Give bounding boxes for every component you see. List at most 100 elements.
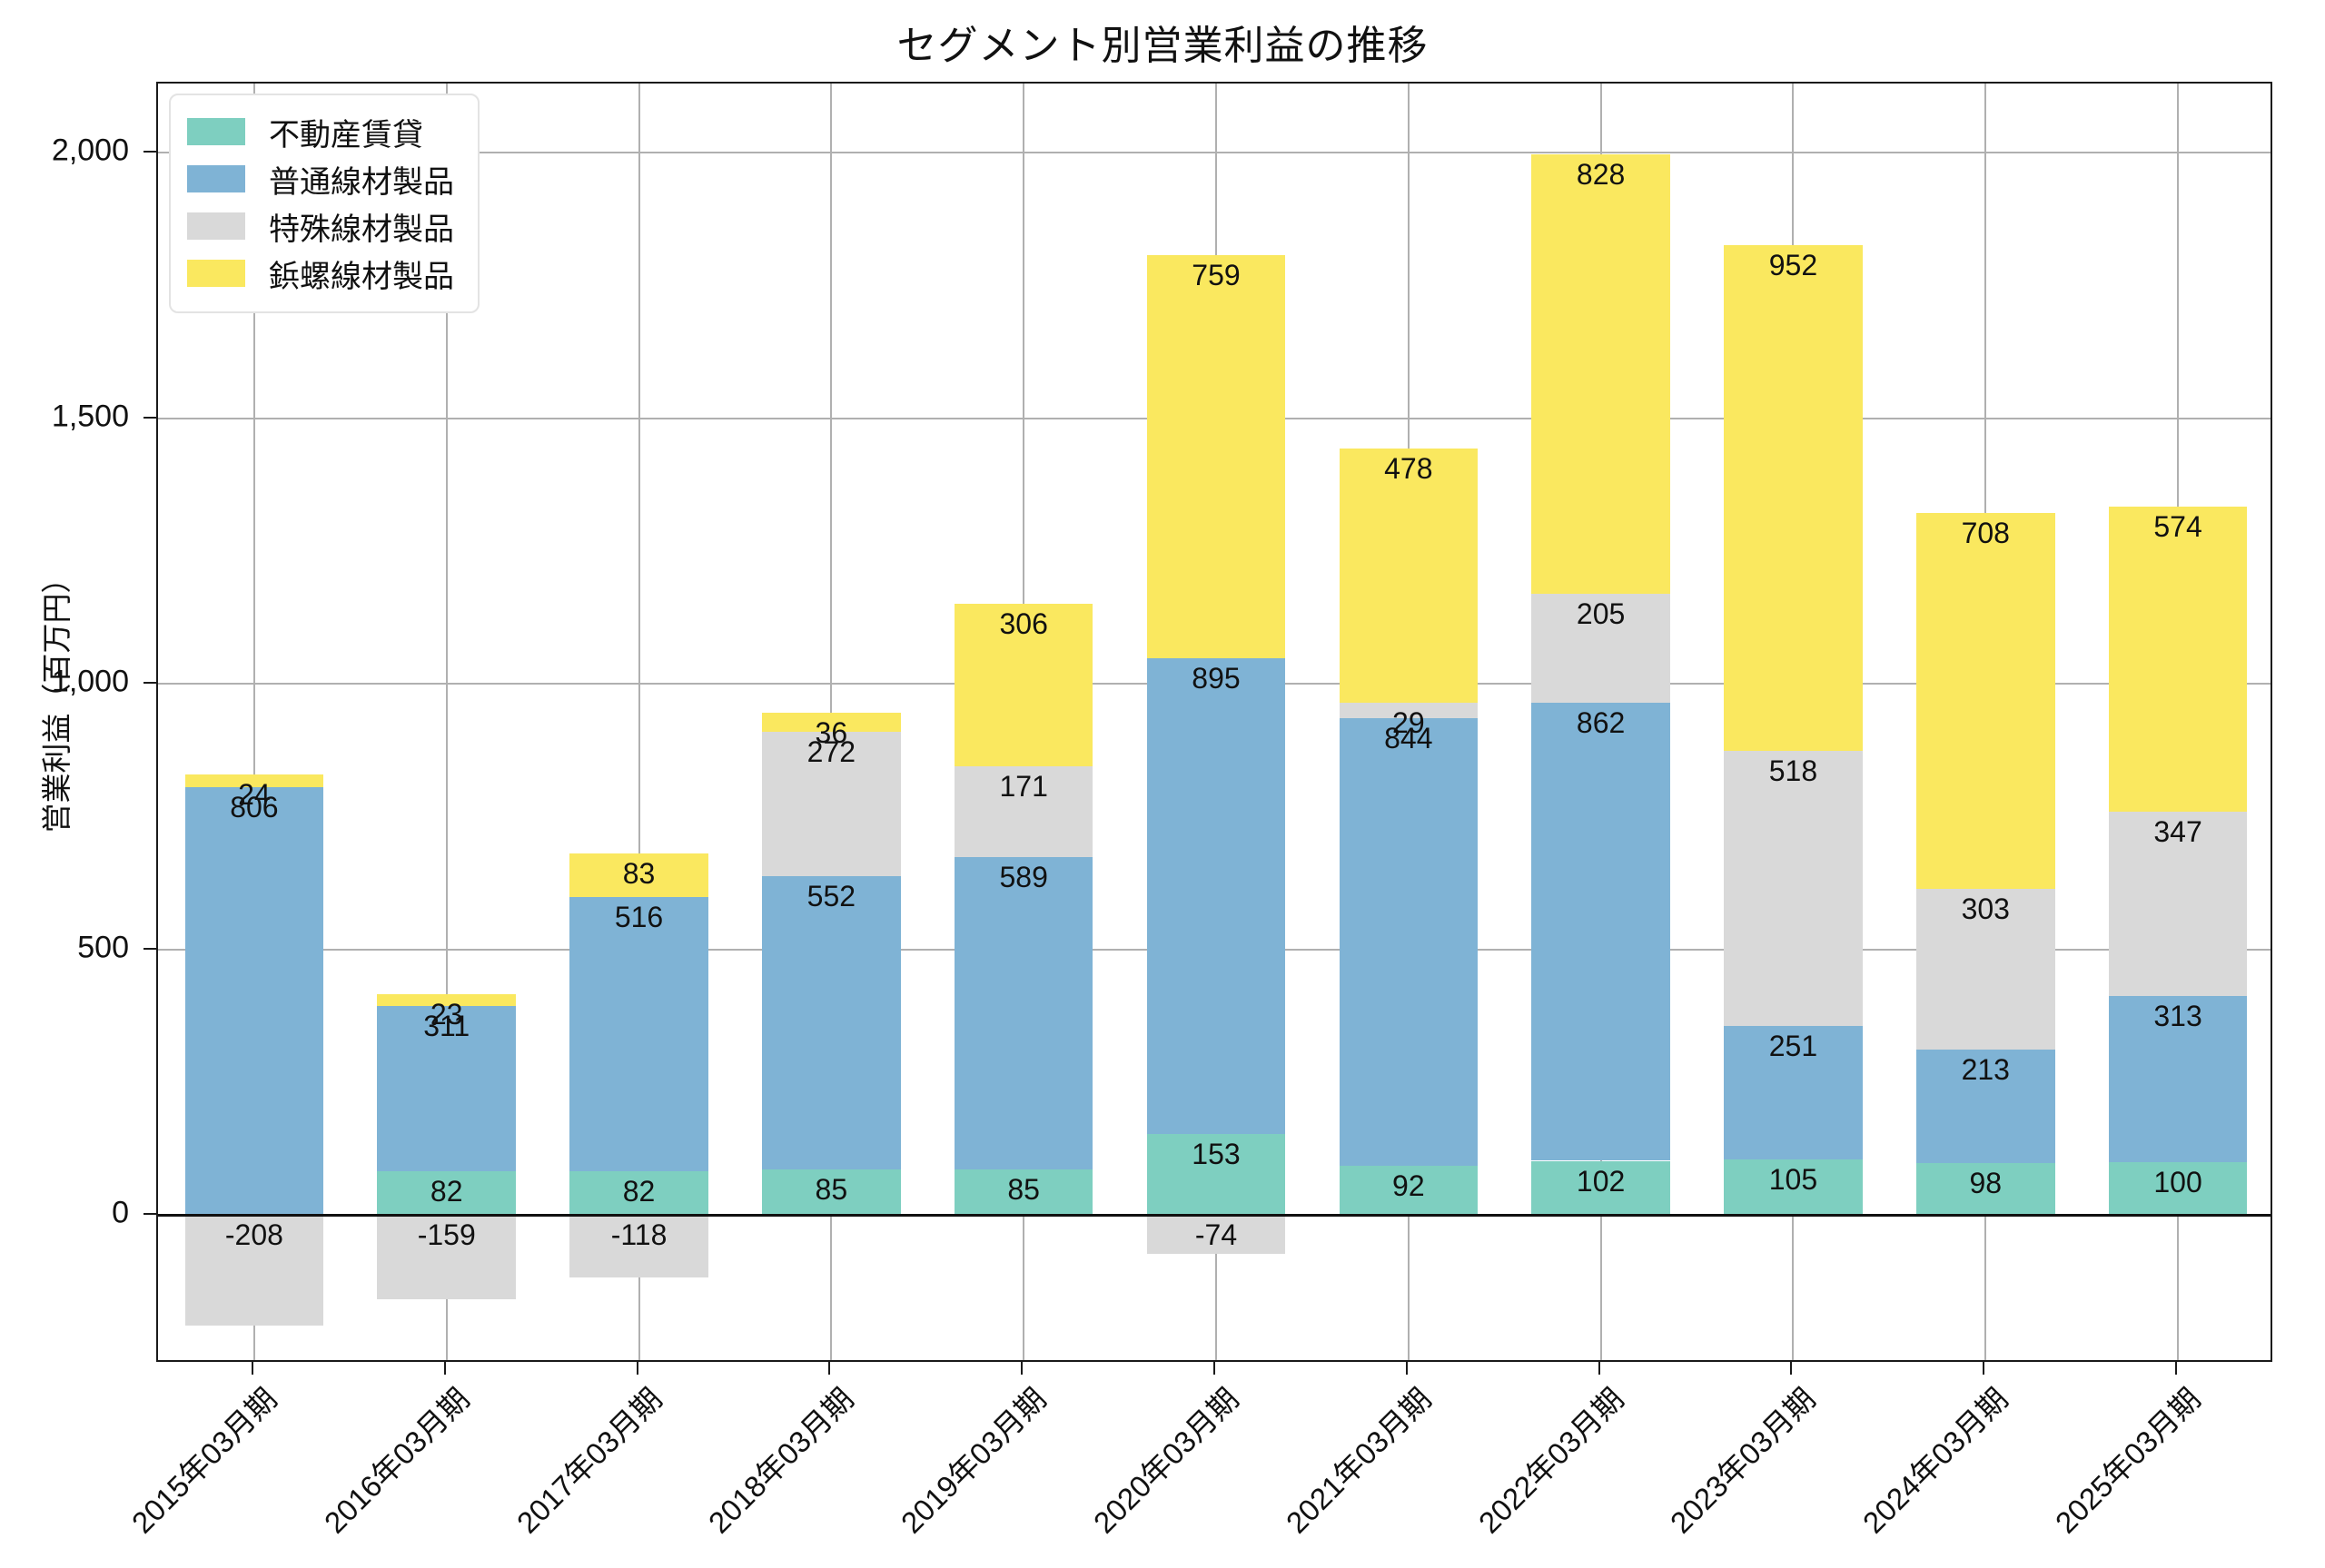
x-tick-label: 2016年03月期 (317, 1381, 476, 1540)
bar-segment[interactable] (1531, 703, 1670, 1161)
bar-group[interactable]: 85 552 272 36 (762, 84, 901, 1360)
x-tick-mark (828, 1362, 831, 1375)
x-tick-mark (1598, 1362, 1600, 1375)
bar-segment[interactable] (1146, 658, 1286, 1134)
x-tick-label: 2017年03月期 (510, 1381, 668, 1540)
y-tick-mark (143, 682, 158, 685)
x-tick-label: 2024年03月期 (1856, 1381, 2015, 1540)
zero-baseline (158, 1214, 2271, 1218)
bar-segment[interactable] (569, 1215, 708, 1278)
x-tick-mark (251, 1362, 253, 1375)
legend-swatch-icon (187, 212, 245, 240)
bar-segment[interactable] (954, 765, 1093, 857)
x-tick-label: 2021年03月期 (1279, 1381, 1438, 1540)
bar-segment[interactable] (1531, 594, 1670, 704)
x-tick-mark (2175, 1362, 2178, 1375)
legend-label: 不動産賃貸 (269, 117, 423, 153)
bar-segment[interactable] (1724, 244, 1863, 751)
bar-segment[interactable] (1339, 717, 1479, 1167)
y-tick-label: 500 (77, 930, 129, 965)
bar-segment[interactable] (762, 732, 901, 877)
chart-legend: 不動産賃貸普通線材製品 特殊線材製品 鋲螺線材製品 (169, 94, 480, 313)
bar-segment[interactable] (2108, 995, 2248, 1162)
y-tick-label: 1,500 (51, 399, 129, 434)
legend-label: 特殊線材製品 (269, 212, 454, 247)
bar-segment[interactable] (377, 993, 516, 1007)
x-tick-label: 2020年03月期 (1086, 1381, 1245, 1540)
gridline-vertical (638, 84, 640, 1360)
legend-item[interactable]: 普通線材製品 (187, 155, 454, 202)
legend-label: 普通線材製品 (269, 164, 454, 200)
bar-segment[interactable] (2108, 811, 2248, 996)
legend-item[interactable]: 特殊線材製品 (187, 202, 454, 250)
y-tick-label: 0 (112, 1195, 129, 1230)
bar-segment[interactable] (1146, 1133, 1286, 1216)
bar-segment[interactable] (569, 1171, 708, 1216)
bar-segment[interactable] (1339, 702, 1479, 718)
bar-segment[interactable] (1916, 888, 2055, 1050)
legend-swatch-icon (187, 118, 245, 145)
y-tick-label: 1,000 (51, 664, 129, 699)
bar-segment[interactable] (954, 1169, 1093, 1216)
x-tick-label: 2022年03月期 (1471, 1381, 1630, 1540)
x-tick-label: 2023年03月期 (1664, 1381, 1823, 1540)
bar-segment[interactable] (2108, 1161, 2248, 1216)
bar-segment[interactable] (184, 774, 324, 787)
bar-segment[interactable] (1916, 1162, 2055, 1216)
bar-segment[interactable] (1531, 1160, 1670, 1216)
y-tick-mark (143, 416, 158, 419)
x-tick-mark (1021, 1362, 1024, 1375)
bar-segment[interactable] (377, 1215, 516, 1300)
bar-segment[interactable] (184, 1215, 324, 1326)
y-tick-mark (143, 151, 158, 153)
bar-segment[interactable] (377, 1006, 516, 1172)
bar-segment[interactable] (1339, 1166, 1479, 1216)
x-tick-mark (443, 1362, 446, 1375)
bar-segment[interactable] (1146, 254, 1286, 659)
bar-segment[interactable] (1724, 750, 1863, 1026)
y-tick-label: 2,000 (51, 133, 129, 168)
bar-segment[interactable] (762, 713, 901, 733)
x-tick-label: 2019年03月期 (894, 1381, 1053, 1540)
bar-group[interactable]: 100 313 347 574 (2108, 84, 2248, 1360)
bar-segment[interactable] (762, 876, 901, 1170)
legend-swatch-icon (187, 165, 245, 192)
bar-segment[interactable] (377, 1171, 516, 1216)
bar-segment[interactable] (1916, 1050, 2055, 1163)
bar-group[interactable]: 153 895 -74 759 (1146, 84, 1286, 1360)
bar-group[interactable]: 92 844 29 478 (1339, 84, 1479, 1360)
legend-label: 鋲螺線材製品 (269, 259, 454, 294)
bar-segment[interactable] (954, 603, 1093, 766)
bar-segment[interactable] (1724, 1159, 1863, 1216)
x-tick-mark (636, 1362, 638, 1375)
y-tick-mark (143, 1213, 158, 1216)
bar-segment[interactable] (569, 897, 708, 1172)
legend-item[interactable]: 鋲螺線材製品 (187, 250, 454, 297)
bar-segment[interactable] (1531, 153, 1670, 595)
bar-segment[interactable] (762, 1169, 901, 1216)
bar-segment[interactable] (569, 853, 708, 898)
bar-segment[interactable] (954, 856, 1093, 1170)
legend-item[interactable]: 不動産賃貸 (187, 108, 454, 155)
gridline-horizontal (158, 152, 2271, 154)
bar-segment[interactable] (1916, 512, 2055, 889)
bar-segment[interactable] (2108, 506, 2248, 812)
bar-segment[interactable] (184, 786, 324, 1216)
bar-group[interactable]: 82 516 -118 83 (569, 84, 708, 1360)
x-tick-mark (1790, 1362, 1793, 1375)
bar-segment[interactable] (1724, 1025, 1863, 1159)
bar-group[interactable]: 105 251 518 952 (1724, 84, 1863, 1360)
y-tick-mark (143, 947, 158, 950)
x-tick-label: 2018年03月期 (702, 1381, 861, 1540)
legend-swatch-icon (187, 260, 245, 287)
gridline-vertical (445, 84, 448, 1360)
bar-group[interactable]: 85 589 171 306 (954, 84, 1093, 1360)
bar-group[interactable]: 102 862 205 828 (1531, 84, 1670, 1360)
chart-title: セグメント別営業利益の推移 (896, 24, 1429, 68)
bar-group[interactable]: 98 213 303 708 (1916, 84, 2055, 1360)
x-tick-label: 2015年03月期 (124, 1381, 283, 1540)
bar-segment[interactable] (1146, 1215, 1286, 1255)
plot-area: 806 -208 24 82 311 -159 23 82 516 -118 83 85 552 272 3… (156, 82, 2272, 1362)
bar-segment[interactable] (1339, 448, 1479, 703)
